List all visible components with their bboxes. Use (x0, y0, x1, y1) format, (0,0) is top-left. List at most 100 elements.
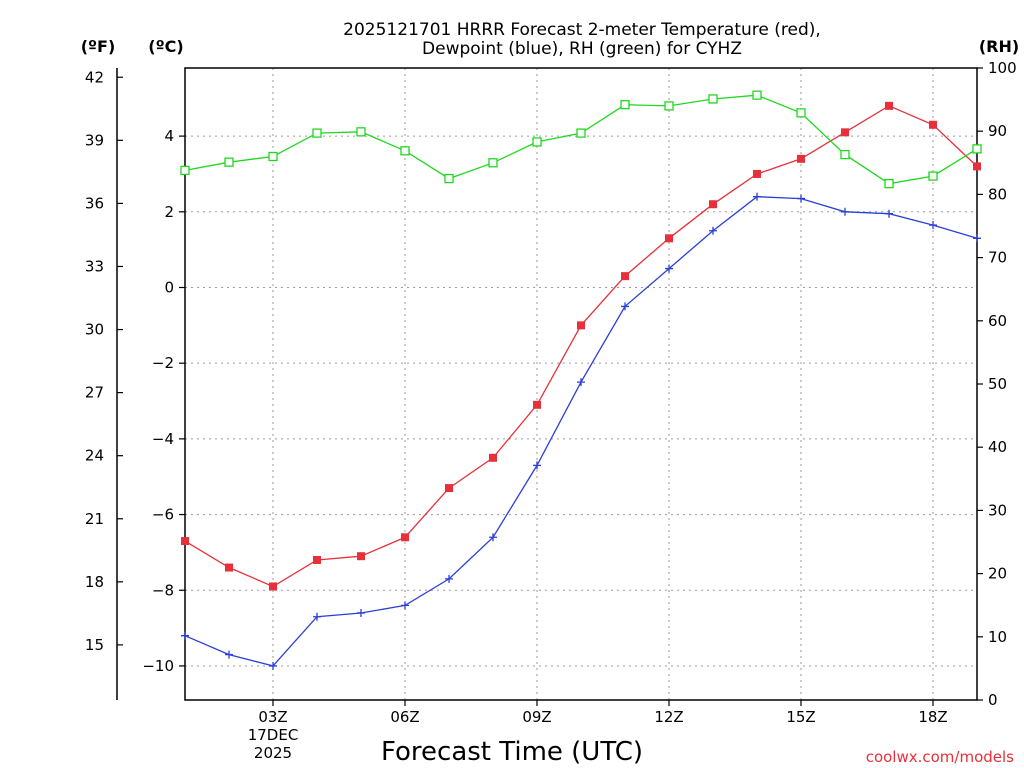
series-1-point-17 (929, 221, 937, 230)
series-line-1 (184, 196, 978, 667)
rh-tick-label-2: 80 (988, 185, 1007, 203)
series-0-point-4 (357, 552, 365, 561)
time-tick-label-0-2: 2025 (254, 744, 292, 762)
time-tick-label-2-0: 09Z (522, 708, 551, 726)
series-1-point-7 (489, 533, 497, 542)
series-0-point-8 (533, 400, 541, 409)
series-0-point-12 (709, 200, 717, 209)
series-1-point-8 (533, 461, 541, 470)
series-0-point-6 (445, 484, 453, 493)
rh-tick-label-7: 30 (988, 501, 1007, 519)
fahrenheit-tick-label-0: 42 (85, 68, 104, 86)
chart-title-line-1: 2025121701 HRRR Forecast 2-meter Tempera… (343, 20, 821, 40)
series-0-point-16 (885, 101, 893, 110)
series-0-point-14 (797, 154, 805, 163)
fahrenheit-tick-label-7: 21 (85, 510, 104, 528)
fahrenheit-tick-label-5: 27 (85, 384, 104, 402)
rh-unit-label: (RH) (979, 37, 1019, 56)
rh-tick-label-4: 60 (988, 312, 1007, 330)
fahrenheit-tick-label-2: 36 (85, 194, 104, 212)
series-0-point-2 (269, 582, 277, 591)
series-2 (180, 90, 982, 189)
series-1 (181, 192, 981, 670)
fahrenheit-tick-label-3: 33 (85, 257, 104, 275)
series-2-point-11 (664, 101, 674, 111)
celsius-ticks: 4 2 0 −2 −4 −6 −8 −10 (142, 127, 185, 675)
series-1-point-0 (181, 631, 189, 640)
series-1-point-14 (797, 194, 805, 203)
series-0 (181, 101, 981, 591)
series-1-point-9 (577, 378, 585, 387)
celsius-tick-label-3: −2 (152, 354, 174, 372)
time-tick-label-0-0: 03Z (258, 708, 287, 726)
series-1-point-18 (973, 234, 981, 243)
series-2-point-3 (312, 128, 322, 138)
series-0-point-9 (577, 321, 585, 330)
rh-tick-label-8: 20 (988, 565, 1007, 583)
series-0-point-0 (181, 537, 189, 546)
rh-tick-label-9: 10 (988, 628, 1007, 646)
series-1-point-1 (225, 650, 233, 659)
grid-lines (185, 68, 977, 700)
series-1-point-5 (401, 601, 409, 610)
series-0-point-13 (753, 169, 761, 178)
series-2-point-5 (400, 146, 410, 156)
celsius-tick-label-4: −4 (152, 430, 174, 448)
celsius-tick-label-6: −8 (152, 581, 174, 599)
fahrenheit-tick-label-8: 18 (85, 573, 104, 591)
fahrenheit-tick-label-1: 39 (85, 131, 104, 149)
series-2-point-17 (928, 171, 938, 181)
series-2-point-6 (444, 173, 454, 184)
series-1-point-10 (621, 302, 629, 311)
chart-title-line-2: Dewpoint (blue), RH (green) for CYHZ (422, 39, 742, 59)
celsius-tick-label-0: 4 (164, 127, 174, 145)
time-tick-label-5-0: 18Z (918, 708, 947, 726)
series-line-2 (184, 94, 978, 185)
series-2-point-16 (884, 179, 894, 189)
x-axis-label: Forecast Time (UTC) (381, 737, 643, 767)
series-1-point-12 (709, 226, 717, 235)
series-2-point-7 (488, 158, 498, 168)
series-2-point-9 (576, 128, 586, 138)
series-1-point-4 (357, 608, 365, 617)
fahrenheit-ticks: 42 39 36 33 30 27 24 21 18 15 (85, 68, 123, 654)
series-2-point-10 (620, 100, 630, 110)
series-0-point-5 (401, 533, 409, 542)
rh-tick-label-10: 0 (988, 691, 998, 709)
celsius-tick-label-7: −10 (142, 657, 174, 675)
time-tick-label-0-1: 17DEC (248, 726, 299, 744)
celsius-tick-label-5: −6 (152, 506, 174, 524)
time-tick-label-3-0: 12Z (654, 708, 683, 726)
series-2-point-14 (796, 108, 806, 118)
series-2-point-8 (532, 137, 542, 147)
credit-text: coolwx.com/models (866, 748, 1014, 766)
series-1-point-2 (269, 661, 277, 670)
rh-tick-label-0: 100 (988, 59, 1017, 77)
fahrenheit-unit-label: (ºF) (81, 37, 116, 56)
series-2-point-12 (708, 94, 718, 104)
time-tick-label-4-0: 15Z (786, 708, 815, 726)
rh-tick-label-6: 40 (988, 438, 1007, 456)
series-0-point-18 (973, 162, 981, 171)
series-1-point-16 (885, 209, 893, 218)
series-0-point-1 (225, 563, 233, 572)
series-1-point-11 (665, 264, 673, 273)
series-2-point-0 (180, 165, 190, 176)
rh-tick-label-1: 90 (988, 122, 1007, 140)
series-1-point-3 (313, 612, 321, 621)
time-tick-label-1-0: 06Z (390, 708, 419, 726)
celsius-tick-label-2: 0 (164, 278, 174, 296)
celsius-unit-label: (ºC) (148, 37, 183, 56)
series-0-point-3 (313, 555, 321, 564)
series-0-point-10 (621, 272, 629, 281)
fahrenheit-tick-label-9: 15 (85, 636, 104, 654)
series-1-point-6 (445, 574, 453, 583)
series-2-point-18 (972, 144, 982, 154)
series-0-point-11 (665, 234, 673, 243)
series-2-point-2 (268, 151, 278, 162)
rh-tick-label-3: 70 (988, 249, 1007, 267)
fahrenheit-tick-label-6: 24 (85, 447, 104, 465)
